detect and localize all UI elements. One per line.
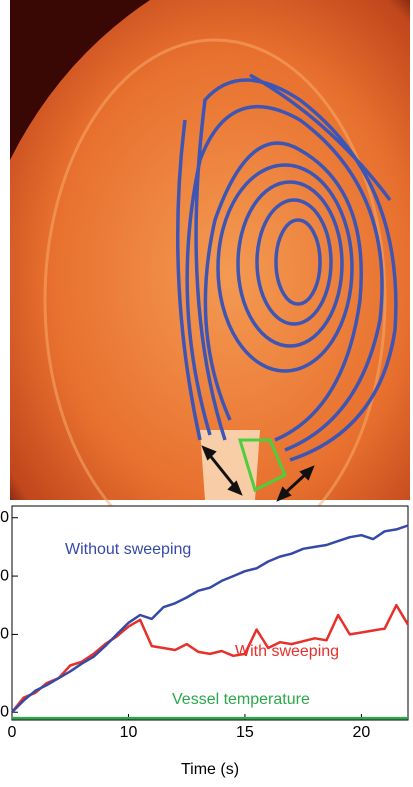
arrow-head (276, 486, 292, 502)
flux-surface (236, 180, 344, 348)
arrow-head (201, 445, 217, 461)
open-field-line (176, 119, 202, 441)
open-field-line (185, 104, 384, 452)
series-line (11, 524, 409, 714)
arrow-head (227, 480, 243, 496)
x-axis-label: Time (s) (181, 761, 239, 778)
camera-image (10, 0, 410, 562)
flux-surfaces (176, 73, 398, 462)
x-tick-label: 15 (236, 724, 254, 741)
chart: Without sweeping With sweeping Vessel te… (0, 505, 410, 778)
dark-corner (10, 0, 150, 160)
open-field-line (194, 78, 398, 462)
separatrix (203, 141, 363, 442)
annotation: Vessel temperature (172, 691, 310, 708)
annotation: Without sweeping (65, 541, 191, 558)
x-tick-label: 10 (120, 724, 138, 741)
annotation: With sweeping (235, 643, 339, 660)
y-tick-label: 0 (0, 567, 9, 584)
y-tick-label: 0 (0, 509, 9, 526)
x-tick-label: 0 (8, 724, 17, 741)
flux-surface (255, 198, 333, 326)
flux-surface (216, 163, 354, 373)
series-line (11, 603, 410, 713)
x-tick-label: 20 (353, 724, 371, 741)
plot-frame (11, 505, 409, 721)
divertor-glow (200, 430, 260, 500)
flux-surface (274, 218, 322, 306)
divertor-outline (237, 438, 287, 493)
open-field-line (249, 73, 392, 202)
y-tick-label: 0 (0, 703, 9, 720)
y-tick-label: 0 (0, 626, 9, 643)
arrow (206, 452, 238, 489)
sweep-arrows (201, 445, 315, 502)
arrow-head (299, 465, 315, 481)
